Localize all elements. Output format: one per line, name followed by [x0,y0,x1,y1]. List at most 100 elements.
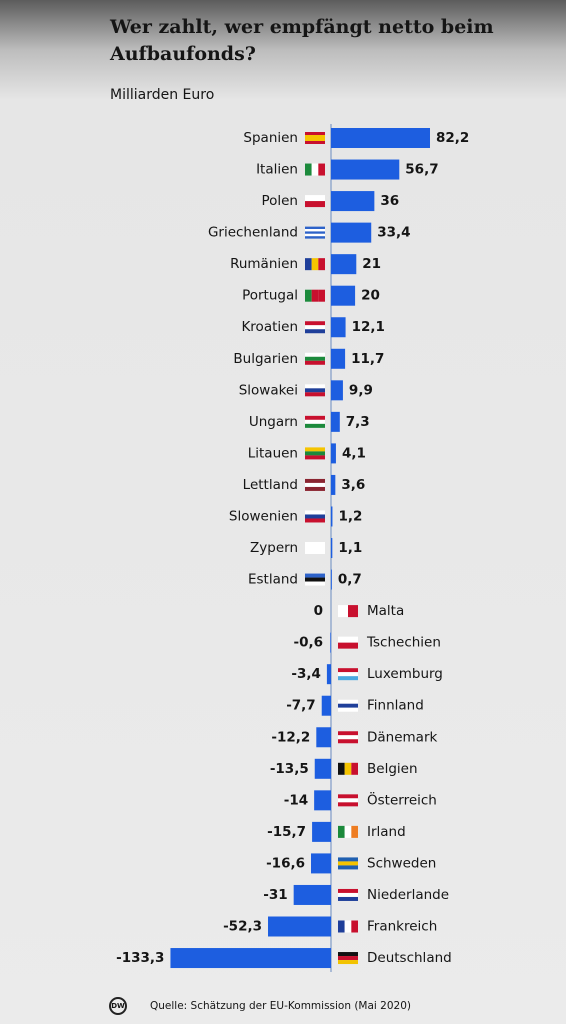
bar [331,411,340,432]
bar [331,128,430,148]
flag [338,636,358,643]
flag [305,388,325,393]
flag [305,233,325,237]
bar [312,821,331,842]
category-label: Zypern [250,540,298,556]
category-label: Estland [248,572,298,588]
value-label: -16,6 [266,855,305,871]
value-label: 56,7 [405,162,438,178]
logo-circle [109,997,127,1015]
logo: DW [111,1002,125,1010]
value-label: 11,7 [351,351,384,367]
flag [305,258,312,271]
flag [338,802,358,807]
value-label: -14 [284,792,308,808]
bar [331,443,336,464]
category-label: Dänemark [367,729,438,745]
flag [338,672,358,677]
flag [318,258,325,271]
value-label: 4,1 [342,445,366,461]
bar [331,569,332,590]
value-label: 36 [380,193,399,209]
flag [305,360,325,365]
flag [338,668,358,673]
flag [305,419,325,424]
category-label: Slowakei [239,382,298,398]
flag [344,920,352,933]
value-label: 3,6 [341,477,365,493]
bar [331,474,336,495]
category-label: Spanien [243,130,298,146]
flag [305,581,325,586]
flag [338,920,345,933]
flag [305,514,325,519]
category-label: Frankreich [367,919,437,935]
value-label: 1,2 [338,508,362,524]
bar [326,664,331,685]
flag [305,451,325,456]
flag [338,642,358,649]
flag [338,952,358,957]
value-label: 7,3 [346,414,370,430]
flag [305,138,325,141]
value-label: 9,9 [349,382,373,398]
flag [338,731,358,736]
value-label: 0 [314,603,323,619]
bar [268,916,331,937]
value-label: -13,5 [270,761,309,777]
flag [338,703,358,708]
flag [305,163,312,176]
flag [305,573,325,578]
flag [338,739,358,744]
flag [305,356,325,361]
flag [338,857,358,862]
bar [314,758,331,779]
bar [314,790,331,811]
flag [338,605,348,618]
flag [338,676,358,681]
bar [331,222,372,243]
flag [344,825,352,838]
chart-title: Aufbaufonds? [109,43,256,65]
flag [338,960,358,965]
bar [331,317,346,338]
flag [338,735,358,740]
value-label: 1,1 [338,540,362,556]
category-label: Slowenien [229,508,298,524]
flag [311,289,319,302]
flag [305,201,325,208]
category-label: Schweden [367,855,436,871]
bar [293,884,331,905]
flag [351,920,358,933]
source: Quelle: Schätzung der EU-Kommission (Mai… [150,1000,411,1012]
flag [305,195,325,202]
category-label: Österreich [367,790,437,808]
flag [305,486,325,491]
value-label: 82,2 [436,130,469,146]
category-label: Litauen [248,445,298,461]
value-label: 20 [361,288,380,304]
flag [305,231,325,234]
flag [338,707,358,712]
category-label: Polen [261,193,298,209]
category-label: Niederlande [367,887,449,903]
flag [305,447,325,452]
flag [318,163,325,176]
bar [331,506,333,527]
flag [305,141,325,144]
bar [331,254,357,275]
category-label: Deutschland [367,950,452,966]
flag [305,352,325,357]
flag [344,762,352,775]
flag [305,229,325,232]
flag [338,865,358,870]
flag [338,888,358,893]
bar [331,538,333,559]
flag [305,289,312,302]
category-label: Belgien [367,761,418,777]
bar [330,632,331,653]
category-label: Griechenland [208,225,298,241]
bar [331,380,343,401]
flag [318,289,325,302]
